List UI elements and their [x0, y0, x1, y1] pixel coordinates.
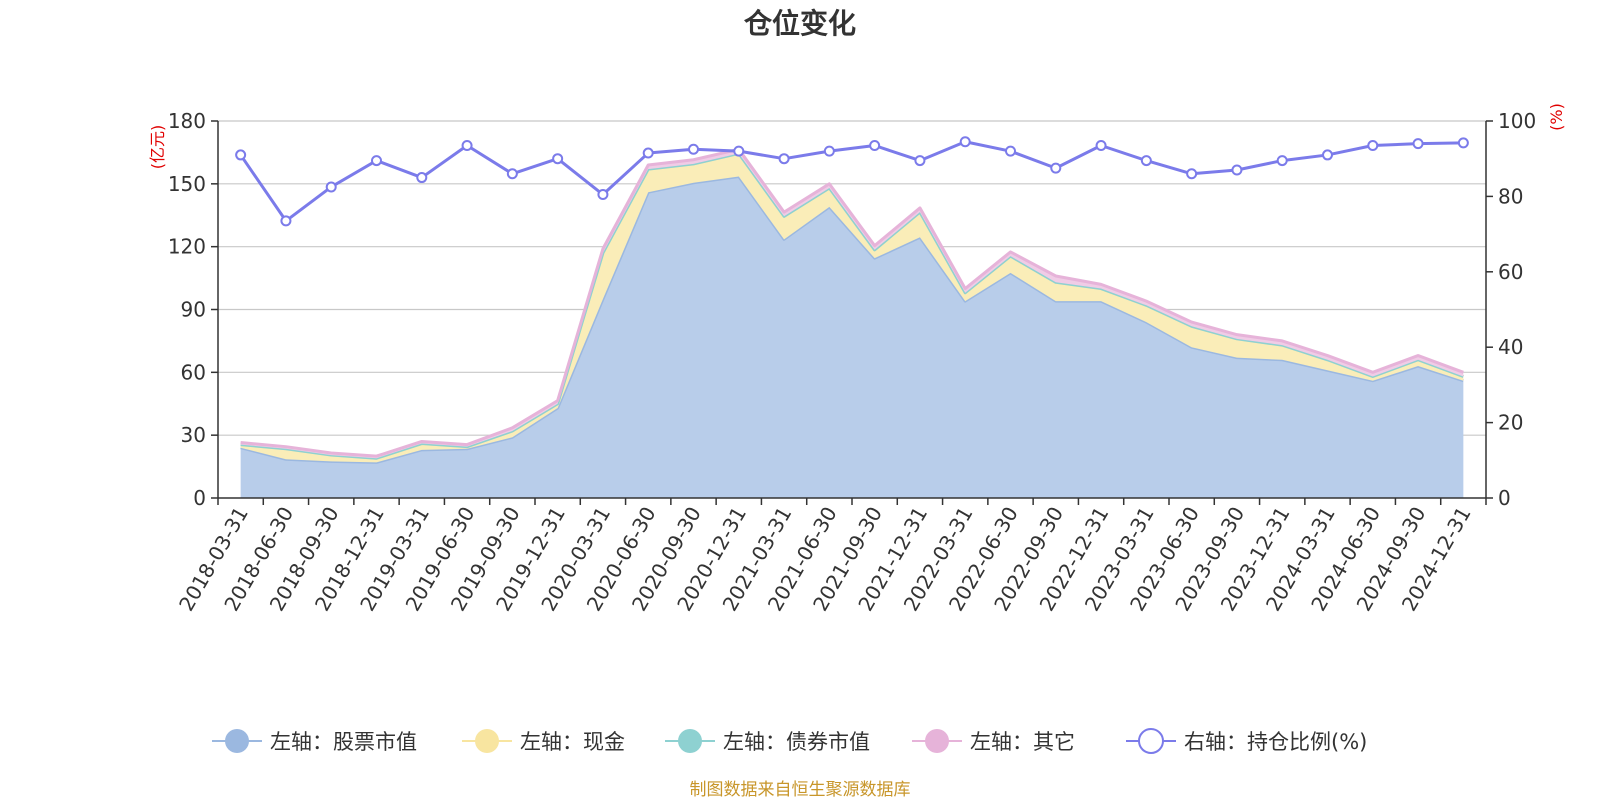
ratio-point	[552, 153, 564, 165]
right-tick-label: 80	[1498, 184, 1523, 208]
ratio-point	[1140, 155, 1152, 167]
left-tick-label: 150	[168, 172, 206, 196]
ratio-point	[416, 172, 428, 184]
ratio-line	[239, 140, 1464, 223]
ratio-point	[959, 136, 971, 148]
ratio-point	[1005, 145, 1016, 157]
area-0	[240, 176, 1464, 498]
left-tick-label: 90	[181, 298, 206, 322]
ratio-point	[869, 140, 881, 152]
ratio-point	[1322, 149, 1333, 161]
ratio-point	[1276, 155, 1288, 167]
ratio-point	[1457, 137, 1469, 149]
ratio-point	[778, 153, 790, 165]
right-tick-label: 20	[1498, 411, 1523, 435]
left-tick-label: 180	[168, 109, 206, 133]
ratio-point	[688, 143, 699, 155]
ratio-point	[642, 147, 654, 159]
ratio-point	[823, 145, 835, 157]
left-tick-label: 120	[168, 235, 206, 259]
right-tick-label: 100	[1498, 109, 1536, 133]
ratio-point	[1095, 140, 1107, 152]
legend-label-3: 左轴：其它	[970, 730, 1075, 754]
position-ratio-line	[235, 136, 1469, 227]
ratio-point	[1050, 162, 1062, 174]
right-tick-label: 0	[1498, 486, 1511, 510]
right-tick-label: 60	[1498, 260, 1523, 284]
ratio-point	[371, 155, 382, 167]
legend-label-0: 左轴：股票市值	[270, 730, 417, 754]
legend-marker-3	[925, 729, 949, 753]
ratio-point	[325, 181, 337, 193]
left-tick-label: 30	[181, 423, 206, 447]
legend-label-4: 右轴：持仓比例(%)	[1184, 730, 1367, 754]
ratio-point	[1412, 138, 1424, 150]
chart-title: 仓位变化	[744, 7, 856, 40]
legend-marker-2	[678, 729, 702, 753]
ratio-point	[235, 149, 247, 161]
ratio-point	[733, 145, 745, 157]
ratio-point	[461, 140, 473, 152]
left-axis-unit: (亿元)	[148, 125, 167, 170]
area-edge-3	[240, 147, 1464, 458]
stacked-areas	[240, 147, 1464, 498]
left-tick-label: 60	[181, 360, 206, 384]
ratio-point	[597, 189, 609, 201]
left-tick-label: 0	[193, 486, 206, 510]
ratio-point	[1367, 140, 1379, 152]
ratio-point	[280, 215, 292, 227]
right-tick-label: 40	[1498, 335, 1523, 359]
legend: 左轴：股票市值 左轴：现金 左轴：债券市值 左轴：其它 右轴：持仓比例(%)	[212, 728, 1367, 754]
legend-marker-4	[1138, 728, 1164, 754]
legend-marker-1	[475, 729, 499, 753]
ratio-point	[914, 155, 926, 167]
right-axis-unit: (%)	[1547, 103, 1566, 131]
legend-marker-0	[225, 729, 249, 753]
ratio-point	[1231, 164, 1243, 176]
source-note: 制图数据来自恒生聚源数据库	[690, 780, 911, 800]
ratio-point	[1186, 168, 1198, 180]
ratio-point	[506, 168, 518, 180]
legend-label-1: 左轴：现金	[520, 730, 625, 754]
legend-label-2: 左轴：债券市值	[723, 730, 870, 754]
